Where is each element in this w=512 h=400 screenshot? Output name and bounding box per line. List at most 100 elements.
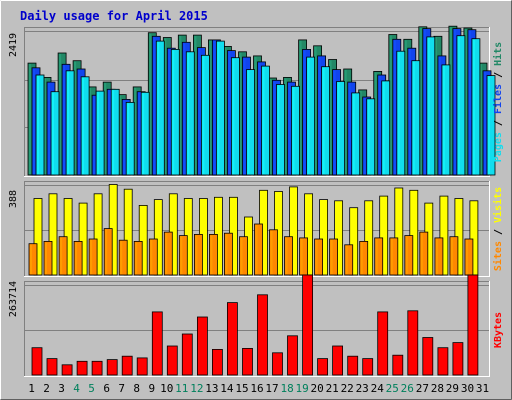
hits-bar-highlight [134,87,137,174]
visits-bar-highlight [50,194,52,274]
files-bar-highlight [348,83,351,174]
sites-bar-highlight [225,234,228,274]
day-label: 23 [356,382,369,395]
day-label: 14 [220,382,234,395]
hits-bar-highlight [59,54,62,174]
pages-bar-highlight [382,81,385,174]
visits-bar-highlight [35,199,37,274]
pages-bar [246,69,255,176]
files-bar-highlight [138,92,141,174]
sites-bar-highlight [45,242,47,274]
sites-bar-highlight [120,241,123,274]
visits-bar-highlight [350,208,353,274]
day-label: 5 [88,382,95,395]
pages-bar-highlight [112,90,115,174]
kbytes-bar [362,358,374,376]
pages-bar [80,76,90,176]
kbytes-legend: KBytes [493,312,504,348]
pages-bar [336,81,346,176]
day-label: 27 [416,382,429,395]
pages-bar-highlight [412,61,415,175]
kbytes-bar-highlight [168,347,171,374]
kbytes-bar [392,354,404,376]
files-bar-highlight [183,43,186,174]
pages-bar [471,38,481,176]
day-label: 10 [160,382,173,395]
sites-bar [178,235,188,276]
sites-legend-label: Sites [492,241,504,271]
sites-bar [223,232,233,276]
hits-bar-highlight [374,72,377,174]
files-bar-highlight [213,40,216,175]
day-label: 8 [133,382,140,395]
pages-bar-highlight [157,42,160,174]
files-bar-highlight [168,49,171,175]
kbytes-bar-highlight [393,356,396,374]
files-bar-highlight [453,29,456,174]
hits-bar-highlight [464,29,467,174]
pages-bar [230,57,240,176]
sites-bar [269,229,278,276]
pages-bar [50,91,60,176]
files-bar-highlight [303,50,306,174]
sites-bar [133,240,143,276]
kbytes-bar-highlight [333,347,336,374]
kbytes-bar [347,355,359,376]
pages-bar-highlight [172,50,175,174]
visits-bar [439,195,449,276]
sites-bar [88,238,98,276]
visits-sites-legend: Sites / Visits [492,187,504,271]
visits-bar [138,204,148,276]
visits-bar-highlight [380,197,383,274]
files-bar-highlight [93,96,96,174]
pages-bar-highlight [37,76,39,174]
day-label: 21 [326,382,339,395]
pages-bar [185,51,195,176]
kbytes-bar [452,342,464,376]
visits-bar [33,198,43,276]
day-label: 16 [250,382,263,395]
kbytes-bar [407,310,419,376]
files-bar-highlight [438,56,441,174]
files-bar-highlight [33,68,35,174]
pages-bar-highlight [247,70,250,174]
kbytes-bar-highlight [123,357,126,374]
hits-bar-highlight [74,61,77,175]
sites-bar-highlight [195,235,198,274]
hits-bar-highlight [389,35,392,174]
hits-files-pages-legend: Pages / Files / Hits [492,42,504,162]
visits-legend-label: Visits [492,187,504,223]
visits-bar-highlight [140,206,143,274]
pages-bar-highlight [187,52,190,174]
hits-bar-highlight [314,46,317,174]
visits-bar [93,193,103,276]
pages-bar [140,91,150,176]
pages-bar [396,50,406,176]
pages-bar-highlight [232,58,235,175]
visits-bar-highlight [125,190,128,274]
files-bar-highlight [108,90,111,174]
sites-bar [73,240,83,276]
sites-bar [239,236,248,276]
visits-bar-highlight [410,191,413,274]
kbytes-legend-label: KBytes [493,312,504,348]
sites-bar [193,233,203,276]
hits-bar-highlight [164,38,167,174]
pages-bar [291,85,300,176]
files-bar-highlight [288,83,291,174]
sites-bar-highlight [315,240,318,274]
kbytes-bar [332,345,344,376]
pages-bar-highlight [337,82,340,174]
kbytes-bar-highlight [198,318,201,374]
day-label: 24 [371,382,385,395]
kbytes-bar-highlight [438,348,441,374]
pages-bar [170,49,180,176]
day-label: 28 [431,382,444,395]
pages-bar-highlight [442,65,445,174]
day-label: 17 [265,382,278,395]
day-label: 30 [461,382,474,395]
kbytes-bar [437,347,449,376]
pages-bar-highlight [457,36,460,175]
pages-bar-highlight [322,67,325,174]
day-label: 11 [175,382,188,395]
